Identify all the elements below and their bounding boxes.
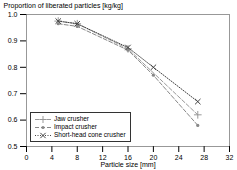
svg-text:0.7: 0.7 bbox=[8, 90, 18, 97]
svg-text:0.8: 0.8 bbox=[8, 64, 18, 71]
svg-text:0.6: 0.6 bbox=[8, 116, 18, 123]
svg-text:4: 4 bbox=[50, 154, 54, 161]
svg-text:20: 20 bbox=[149, 154, 158, 162]
svg-text:0.9: 0.9 bbox=[8, 37, 18, 44]
html-text:Impact crusher: Impact crusher bbox=[54, 123, 97, 130]
svg-text:12: 12 bbox=[98, 154, 107, 162]
svg-text:8: 8 bbox=[75, 154, 79, 161]
svg-text:28: 28 bbox=[200, 154, 208, 161]
svg-text:32: 32 bbox=[226, 154, 234, 161]
svg-text:Proportion of liberated partic: Proportion of liberated particles [kg/kg… bbox=[4, 2, 124, 10]
svg-text:16: 16 bbox=[124, 154, 132, 162]
svg-text:24: 24 bbox=[175, 154, 183, 161]
svg-text:0: 0 bbox=[25, 154, 29, 161]
svg-text:0.5: 0.5 bbox=[8, 143, 18, 150]
html-text:Jaw crusher: Jaw crusher bbox=[54, 115, 89, 122]
svg-text:Particle size [mm]: Particle size [mm] bbox=[100, 161, 155, 169]
svg-text:1.0: 1.0 bbox=[8, 11, 18, 18]
html-text:Short-head cone crusher: Short-head cone crusher bbox=[54, 131, 126, 138]
